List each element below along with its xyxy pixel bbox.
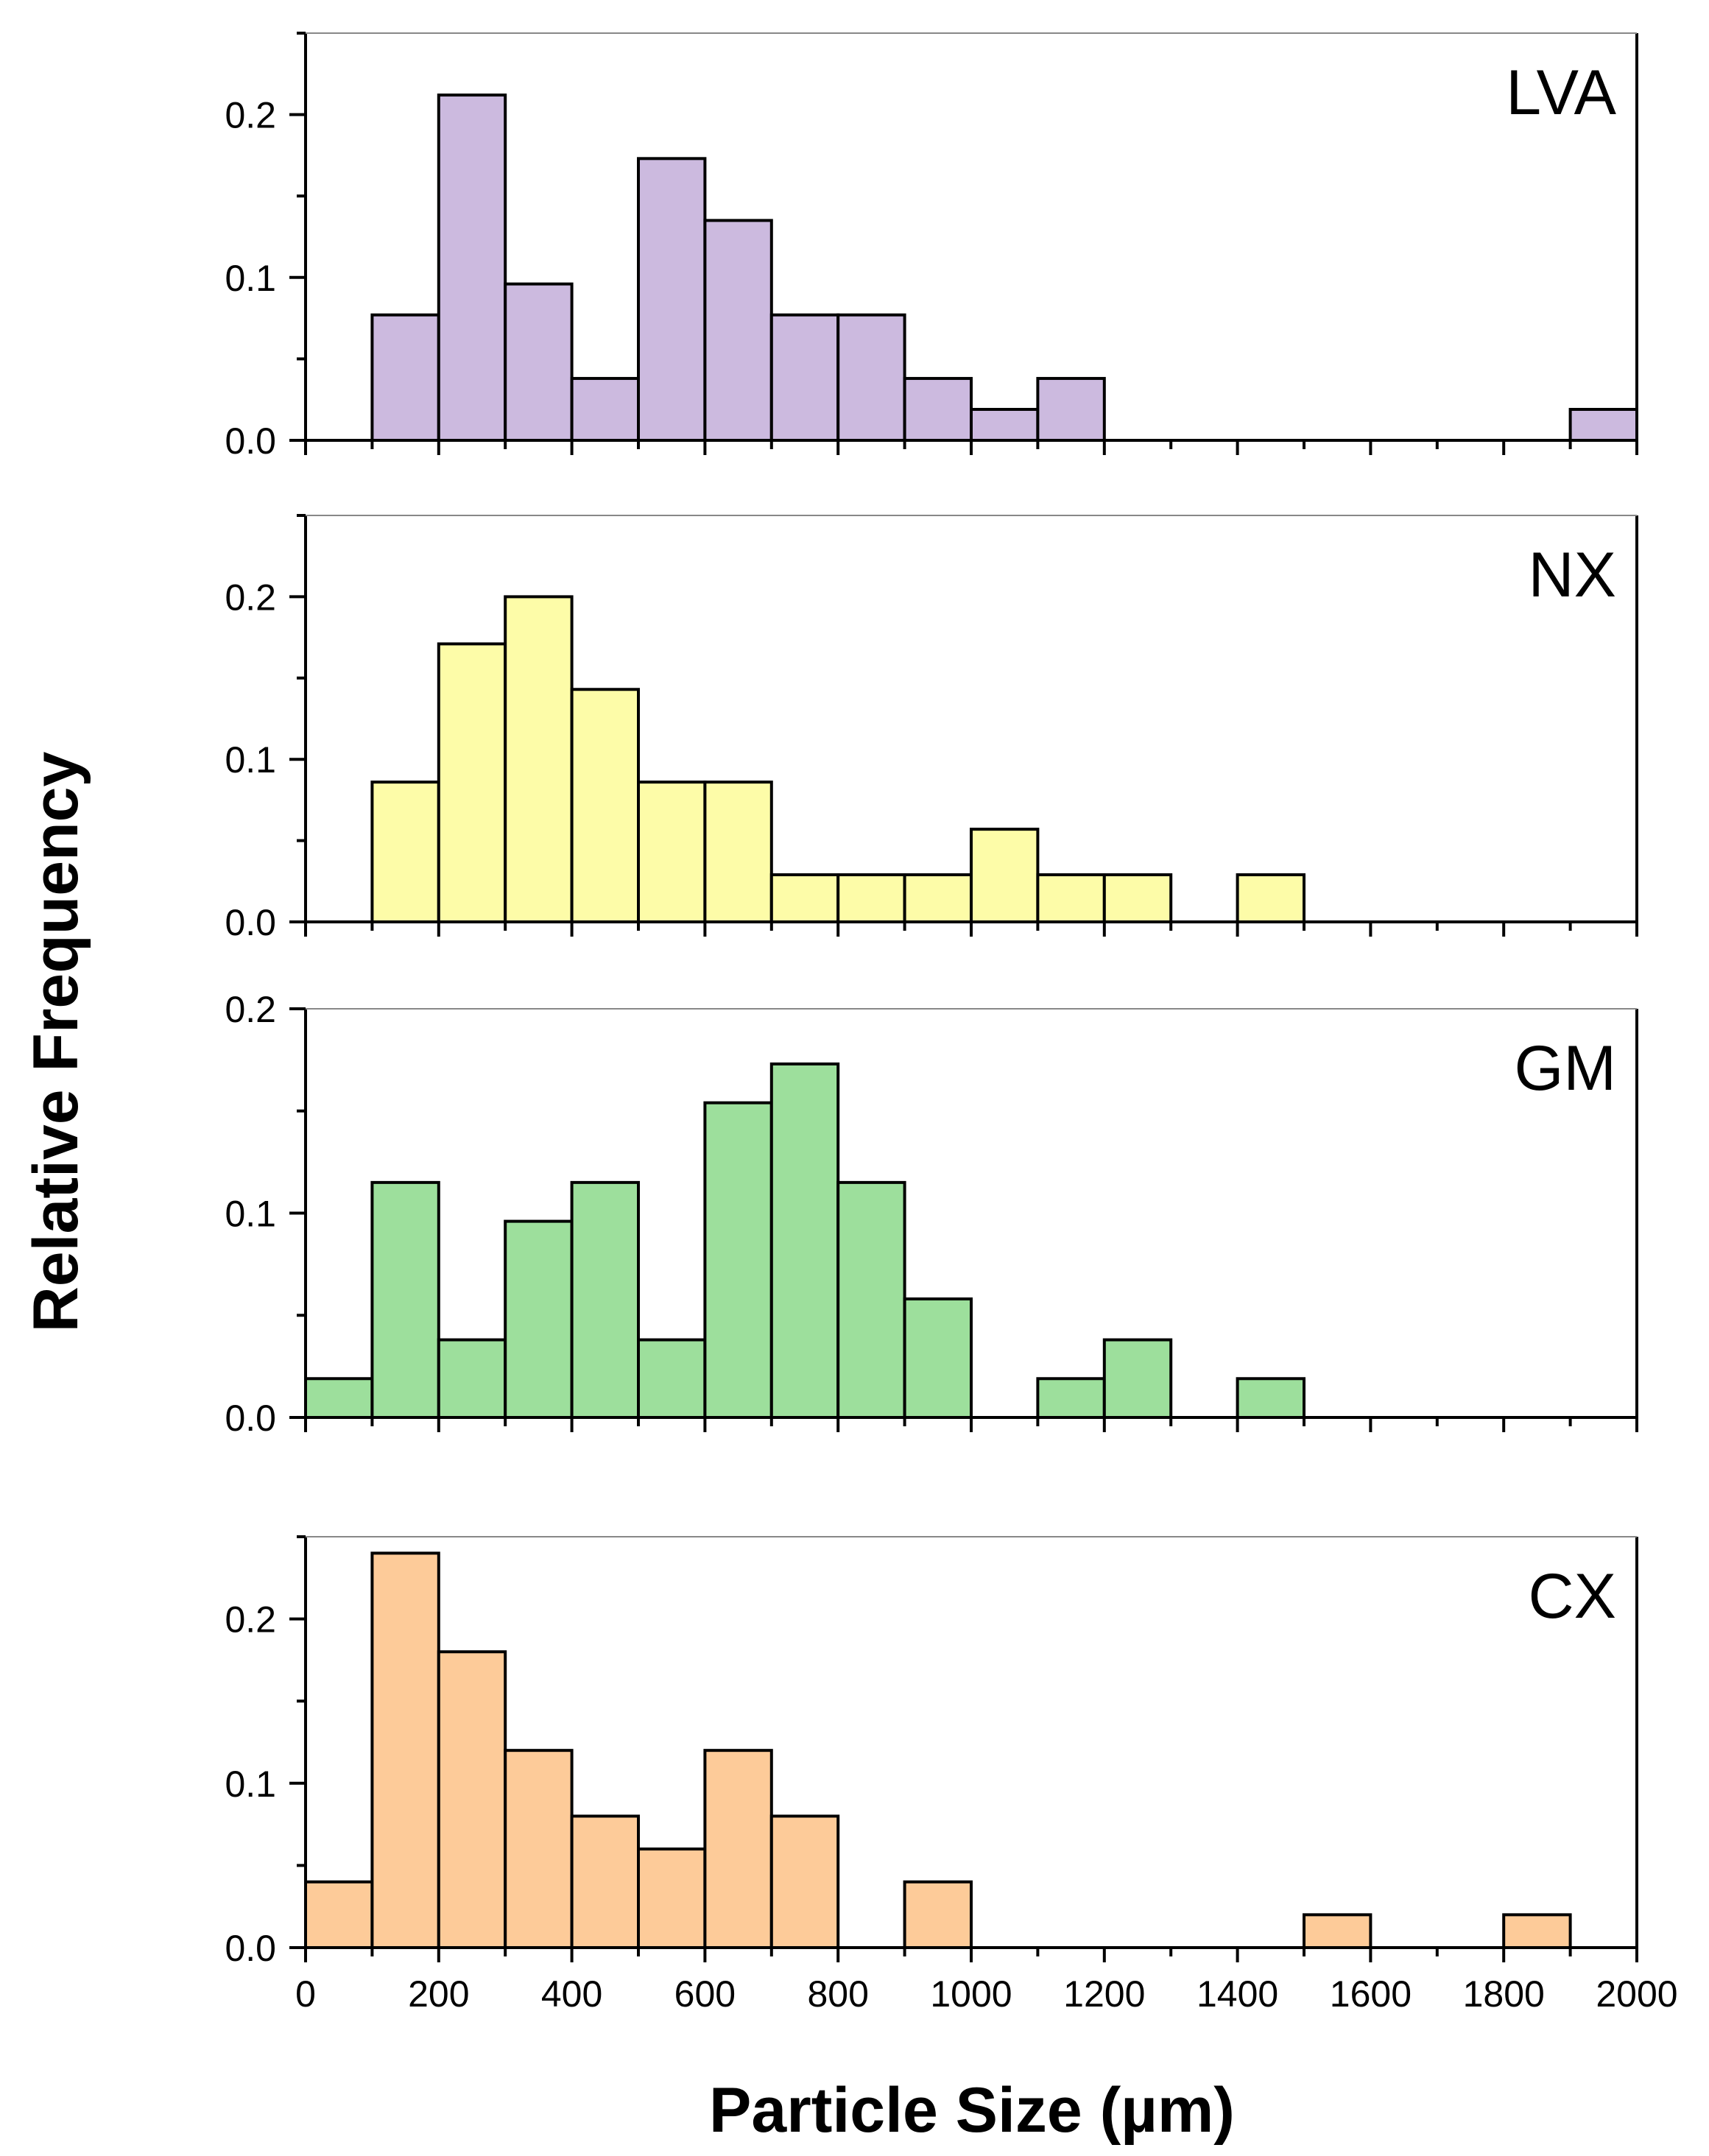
bar [504,595,574,924]
y-tick-label: 0.1 [225,1194,276,1235]
panel-label: CX [1529,1561,1616,1632]
bar [836,1180,906,1419]
bar [769,1814,840,1949]
bar [970,407,1040,442]
bar [304,1377,374,1420]
panel-cx: 0.0 0.1 0.2 CX 0 200 400 600 800 1000 1200 1400 1600… [225,1535,1678,2015]
bar [437,1338,507,1420]
y-tick-label: 0.0 [225,902,276,943]
panel-lva: 0.0 0.1 0.2 LVA [225,32,1639,462]
y-tick-label: 0.1 [225,258,276,299]
bar [703,781,773,924]
y-tick-label: 0.0 [225,420,276,462]
bar [836,313,906,442]
histogram-panels: 0.0 0.1 0.2 LVA 0.0 0.1 0.2 NX 0.0 0.1 0.2 GM 0.0 0.1… [225,32,1678,2015]
bar [570,1180,640,1419]
bar [1502,1913,1572,1950]
bar [1568,407,1639,442]
x-tick-label: 200 [408,1973,469,2015]
bar [903,376,973,442]
bar [1036,873,1106,924]
x-tick-label: 0 [295,1973,316,2015]
x-tick-label: 800 [807,1973,868,2015]
panel-label: NX [1529,540,1616,610]
x-tick-label: 2000 [1596,1973,1677,2015]
bar [370,781,440,924]
y-tick-label: 0.1 [225,739,276,781]
bar [304,1880,374,1949]
bar [903,873,973,924]
bar [1236,1377,1305,1420]
bar [1236,873,1305,924]
bar [570,376,640,442]
panel-label: LVA [1506,57,1616,128]
bar [769,313,840,442]
bar [703,219,773,442]
bar [504,282,574,443]
bar [1102,873,1173,924]
bar [570,688,640,923]
bar [504,1749,574,1949]
y-tick-label: 0.2 [225,989,276,1030]
bar [437,1650,507,1949]
x-tick-label: 1400 [1197,1973,1278,2015]
x-axis-title: Particle Size (µm) [709,2075,1235,2146]
y-tick-label: 0.2 [225,95,276,136]
bar [1036,1377,1106,1420]
bar [1036,376,1106,442]
y-axis-title: Relative Frequency [21,752,91,1333]
x-tick-label: 1200 [1063,1973,1145,2015]
panel-gm: 0.0 0.1 0.2 GM [225,989,1638,1439]
bar [437,94,507,442]
bar [769,873,840,924]
bar [637,1847,707,1950]
bar [903,1297,973,1420]
y-tick-label: 0.1 [225,1764,276,1805]
x-tick-label: 400 [541,1973,602,2015]
x-tick-label: 1000 [930,1973,1012,2015]
bar [637,1338,707,1420]
y-tick-label: 0.2 [225,1599,276,1641]
bar [769,1062,840,1420]
bar [370,1551,440,1950]
bar [370,313,440,442]
bar [703,1749,773,1949]
bar [970,828,1040,924]
bar [836,873,906,924]
y-tick-label: 0.0 [225,1928,276,1969]
panel-label: GM [1514,1033,1616,1104]
bar [903,1880,973,1949]
y-tick-label: 0.0 [225,1398,276,1439]
x-tick-label: 1800 [1463,1973,1545,2015]
bar [703,1101,773,1420]
bar [504,1219,574,1419]
bar [570,1814,640,1949]
x-tick-label: 600 [674,1973,736,2015]
bar [1303,1913,1373,1950]
x-tick-label: 1600 [1330,1973,1412,2015]
bar [370,1180,440,1419]
bar [1102,1338,1173,1420]
bar [437,642,507,923]
panel-nx: 0.0 0.1 0.2 NX [225,514,1638,943]
bar [637,781,707,924]
bar [637,157,707,442]
y-tick-label: 0.2 [225,577,276,618]
